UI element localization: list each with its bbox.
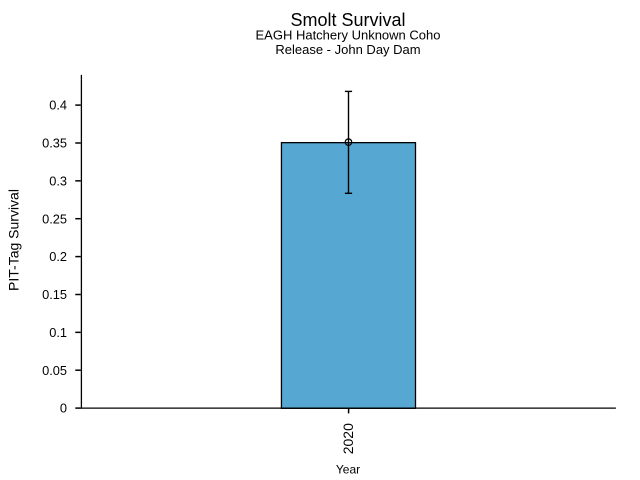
svg-text:2020: 2020 — [340, 423, 356, 454]
svg-text:Year: Year — [336, 463, 360, 477]
svg-text:EAGH Hatchery Unknown Coho: EAGH Hatchery Unknown Coho — [256, 28, 441, 43]
svg-text:0.15: 0.15 — [42, 287, 67, 302]
svg-text:0.35: 0.35 — [42, 136, 67, 151]
svg-text:0.05: 0.05 — [42, 363, 67, 378]
svg-text:0: 0 — [60, 401, 67, 416]
svg-text:0.25: 0.25 — [42, 211, 67, 226]
svg-text:PIT-Tag Survival: PIT-Tag Survival — [6, 189, 22, 291]
svg-text:0.1: 0.1 — [49, 325, 67, 340]
svg-text:0.4: 0.4 — [49, 98, 67, 113]
svg-text:0.3: 0.3 — [49, 173, 67, 188]
svg-text:Release - John Day Dam: Release - John Day Dam — [275, 42, 420, 57]
svg-text:Smolt Survival: Smolt Survival — [290, 10, 405, 30]
svg-text:0.2: 0.2 — [49, 249, 67, 264]
